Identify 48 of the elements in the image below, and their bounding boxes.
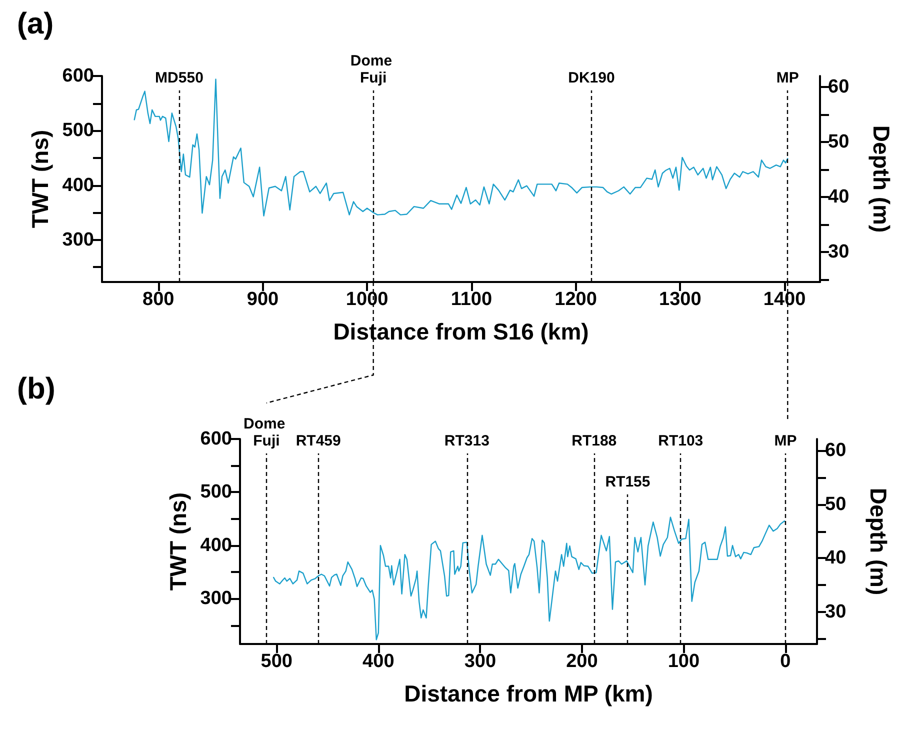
x-tick-label: 1400	[763, 289, 806, 310]
ref-line-label: RT103	[658, 432, 704, 450]
x-axis-title: Distance from MP (km)	[404, 680, 653, 706]
y-tick-label: 300	[200, 588, 232, 610]
ref-line-label: Dome Fuji	[350, 52, 396, 86]
x-tick-label: 0	[780, 651, 791, 672]
x-tick-label: 500	[260, 651, 292, 672]
y2-tick-label: 60	[825, 440, 846, 461]
ref-line-label: DK190	[568, 69, 615, 86]
x-tick-label: 400	[362, 651, 394, 672]
ref-line-label: MD550	[155, 69, 204, 86]
ref-line-label: RT188	[572, 432, 617, 450]
x-tick-label: 1200	[554, 289, 597, 310]
y2-axis-title: Depth (m)	[866, 488, 892, 596]
ref-line-label: RT155	[605, 473, 650, 490]
chart-title: (a)	[17, 8, 54, 40]
x-tick-label: 1100	[450, 289, 492, 310]
y2-tick-label: 60	[828, 76, 850, 98]
y2-tick-label: 50	[828, 131, 850, 152]
y-tick-label: 600	[62, 66, 94, 86]
ref-line-label: Dome Fuji	[244, 415, 290, 450]
x-tick-label: 300	[464, 651, 496, 672]
x-axis-title: Distance from S16 (km)	[333, 318, 589, 344]
x-tick-label: 1000	[346, 289, 388, 310]
x-tick-label: 100	[668, 651, 700, 672]
y2-tick-label: 40	[825, 548, 846, 569]
y2-tick-label: 40	[828, 186, 850, 208]
y2-tick-label: 50	[825, 494, 846, 515]
ref-line-label: MP	[774, 432, 797, 450]
ref-line-label: MP	[776, 69, 799, 86]
y2-tick-label: 30	[828, 241, 850, 262]
ref-line-label: RT459	[296, 432, 341, 450]
y-tick-label: 300	[62, 229, 94, 250]
y-tick-label: 400	[62, 174, 94, 196]
ref-line-label: RT313	[444, 432, 490, 450]
x-tick-label: 800	[142, 289, 174, 310]
y-axis-title: TWT (ns)	[164, 492, 191, 591]
y-tick-label: 500	[200, 482, 232, 503]
y2-tick-label: 30	[825, 602, 846, 623]
y-tick-label: 600	[200, 428, 232, 450]
x-tick-label: 900	[246, 289, 279, 310]
x-tick-label: 1300	[659, 289, 702, 310]
y2-axis-title: Depth (m)	[868, 125, 894, 233]
y-axis-title: TWT (ns)	[26, 130, 53, 228]
y-tick-label: 400	[200, 534, 232, 556]
y-tick-label: 500	[62, 120, 94, 142]
x-tick-label: 200	[566, 651, 598, 672]
chart-title: (b)	[17, 372, 56, 406]
